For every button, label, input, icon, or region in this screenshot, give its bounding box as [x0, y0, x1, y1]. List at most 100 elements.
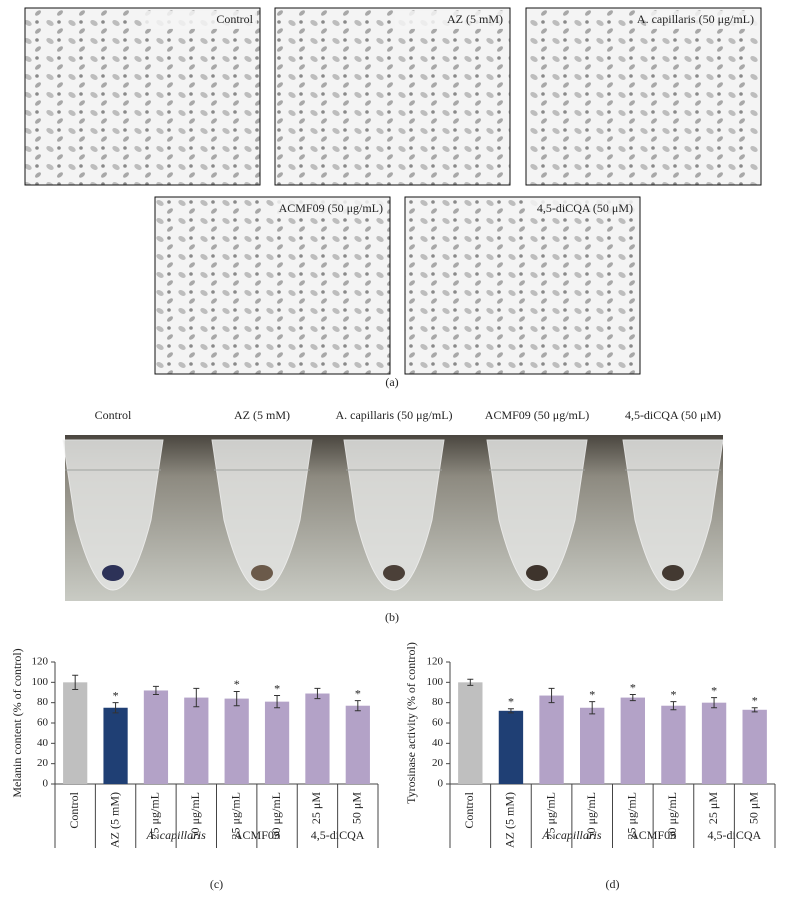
micrograph	[154, 196, 391, 375]
y-tick-label: 80	[37, 696, 49, 708]
error-bar	[314, 687, 321, 700]
bar	[458, 682, 483, 784]
label-backdrop	[395, 11, 507, 29]
x-tick-label: 25 μg/mL	[148, 792, 162, 839]
significance-marker: *	[113, 688, 119, 702]
micrograph	[404, 196, 641, 375]
x-tick-label: 25 μM	[706, 792, 720, 824]
error-bar	[629, 694, 636, 702]
micrograph	[24, 7, 261, 186]
x-tick-label: AZ (5 mM)	[503, 792, 517, 848]
significance-marker: *	[274, 681, 280, 695]
bar	[345, 705, 370, 784]
pellet	[662, 565, 684, 581]
micrograph	[525, 7, 762, 186]
panel-label: (b)	[385, 610, 399, 624]
tubes	[62, 439, 724, 591]
tube-label: ACMF09 (50 μg/mL)	[485, 408, 589, 422]
label-backdrop	[275, 200, 387, 218]
tube-label: Control	[95, 408, 132, 422]
bar	[580, 707, 605, 784]
y-tick-label: 40	[37, 737, 49, 749]
tube	[343, 439, 445, 591]
micrograph-label: Control	[216, 12, 253, 26]
x-tick-label: 50 μg/mL	[269, 792, 283, 839]
error-bar	[233, 690, 240, 707]
tube	[62, 439, 164, 591]
label-backdrop	[145, 11, 257, 29]
micrograph	[274, 7, 511, 186]
tube-label: AZ (5 mM)	[234, 408, 290, 422]
significance-marker: *	[670, 687, 676, 701]
bar	[103, 707, 128, 784]
label-backdrop	[525, 200, 637, 218]
y-tick-label: 0	[43, 778, 49, 790]
x-tick-label: AZ (5 mM)	[107, 792, 121, 848]
label-backdrop	[646, 11, 758, 29]
x-tick-label: Control	[462, 791, 476, 828]
bar	[143, 690, 169, 784]
error-bar	[548, 687, 555, 704]
y-tick-label: 20	[37, 757, 49, 769]
bar	[63, 682, 88, 784]
significance-marker: *	[630, 680, 636, 694]
y-tick-label: 20	[432, 757, 444, 769]
y-axis-label: Tyrosinase activity (% of control)	[404, 642, 418, 804]
micrograph-label: ACMF09 (50 μg/mL)	[279, 201, 383, 215]
error-bar	[670, 701, 677, 711]
pellet	[526, 565, 548, 581]
bar	[264, 701, 290, 784]
pellet	[383, 565, 405, 581]
micrograph-label: AZ (5 mM)	[447, 12, 503, 26]
x-tick-label: 50 μM	[350, 792, 364, 824]
significance-marker: *	[589, 687, 595, 701]
bar	[701, 702, 727, 784]
bar	[224, 698, 249, 784]
x-tick-label: 50 μM	[746, 792, 760, 824]
x-tick-label: 50 μg/mL	[584, 792, 598, 839]
tube	[211, 439, 313, 591]
x-tick-label: 25 μg/mL	[625, 792, 639, 839]
bar	[305, 693, 330, 784]
micrograph-label: A. capillaris (50 μg/mL)	[637, 12, 754, 26]
error-bar	[274, 695, 281, 709]
error-bar	[354, 700, 361, 712]
significance-marker: *	[752, 694, 758, 708]
x-tick-label: 50 μg/mL	[188, 792, 202, 839]
pellet	[102, 565, 124, 581]
tube-label: 4,5-diCQA (50 μM)	[625, 408, 721, 422]
bar	[498, 710, 524, 784]
y-tick-label: 120	[32, 656, 49, 668]
bar	[620, 697, 645, 784]
x-tick-label: Control	[67, 791, 81, 828]
micrograph-label: 4,5-diCQA (50 μM)	[537, 201, 633, 215]
bar	[184, 697, 209, 784]
panel-label: (c)	[210, 877, 223, 891]
x-tick-label: 50 μg/mL	[665, 792, 679, 839]
bar	[539, 695, 564, 784]
error-bar	[751, 707, 758, 713]
error-bar	[72, 674, 79, 690]
x-tick-label: 25 μM	[309, 792, 323, 824]
tube-label: A. capillaris (50 μg/mL)	[335, 408, 452, 422]
micrographs: Control AZ (5 mM) A. capillaris (50 μg/mL)…	[24, 7, 762, 375]
significance-marker: *	[234, 677, 240, 691]
tube	[622, 439, 724, 591]
significance-marker: *	[711, 683, 717, 697]
x-tick-label: 25 μg/mL	[543, 792, 557, 839]
y-tick-label: 120	[427, 656, 444, 668]
significance-marker: *	[508, 695, 514, 709]
y-tick-label: 0	[438, 778, 444, 790]
tube	[486, 439, 588, 591]
y-tick-label: 100	[427, 676, 444, 688]
error-bar	[507, 708, 514, 714]
error-bar	[112, 702, 119, 714]
error-bar	[152, 685, 159, 696]
y-tick-label: 60	[432, 717, 444, 729]
bar	[742, 709, 767, 784]
error-bar	[589, 701, 596, 715]
pellet	[251, 565, 273, 581]
panel-label: (a)	[385, 375, 398, 389]
error-bar	[467, 678, 474, 686]
